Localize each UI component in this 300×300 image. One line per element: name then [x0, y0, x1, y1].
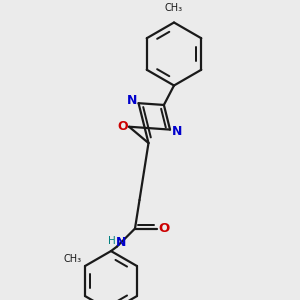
- Text: N: N: [127, 94, 137, 107]
- Text: H: H: [108, 236, 116, 246]
- Text: N: N: [171, 124, 182, 138]
- Text: O: O: [158, 222, 170, 235]
- Text: CH₃: CH₃: [165, 3, 183, 13]
- Text: N: N: [116, 236, 126, 249]
- Text: CH₃: CH₃: [64, 254, 82, 264]
- Text: O: O: [117, 120, 128, 133]
